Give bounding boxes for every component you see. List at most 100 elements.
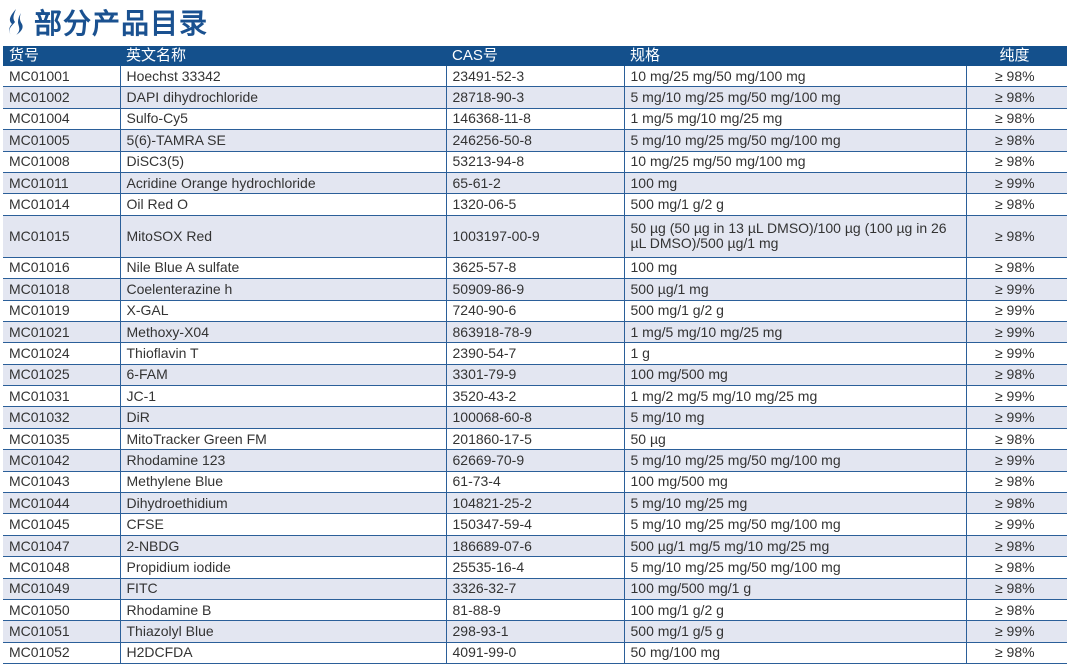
cell-purity: ≥ 98%: [965, 215, 1067, 258]
cell-specification: 10 mg/25 mg/50 mg/100 mg: [623, 151, 966, 173]
cell-catalog-no: MC01019: [3, 300, 120, 322]
cell-english-name: Methoxy-X04: [119, 321, 446, 344]
cell-english-name: FITC: [119, 578, 446, 600]
cell-catalog-no: MC01031: [3, 385, 120, 408]
cell-specification: 1 g: [623, 342, 966, 365]
cell-cas-number: 201860-17-5: [445, 428, 624, 451]
table-row: MC01031 JC-1 3520-43-2 1 mg/2 mg/5 mg/10 mg…: [3, 385, 1067, 408]
cell-purity: ≥ 99%: [965, 406, 1067, 429]
cell-specification: 5 mg/10 mg/25 mg/50 mg/100 mg: [623, 86, 966, 109]
cell-english-name: CFSE: [119, 513, 446, 536]
cell-english-name: Acridine Orange hydrochloride: [119, 172, 446, 195]
table-row: MC01005 5(6)-TAMRA SE 246256-50-8 5 mg/10 m…: [3, 129, 1067, 152]
cell-english-name: Oil Red O: [119, 193, 446, 216]
product-table: 货号 英文名称 CAS号 规格 纯度 MC01001 Hoechst 33342 2…: [3, 46, 1067, 665]
cell-catalog-no: MC01051: [3, 620, 120, 643]
cell-cas-number: 298-93-1: [445, 620, 624, 643]
cell-english-name: DiR: [119, 406, 446, 429]
cell-catalog-no: MC01014: [3, 193, 120, 216]
cell-catalog-no: MC01044: [3, 492, 120, 515]
table-row: MC01015 MitoSOX Red 1003197-00-9 50 µg (50 …: [3, 215, 1067, 258]
cell-catalog-no: MC01001: [3, 66, 120, 88]
cell-specification: 5 mg/10 mg/25 mg/50 mg/100 mg: [623, 129, 966, 152]
cell-english-name: X-GAL: [119, 300, 446, 322]
table-row: MC01024 Thioflavin T 2390-54-7 1 g ≥ 99%: [3, 342, 1067, 365]
table-row: MC01016 Nile Blue A sulfate 3625-57-8 100 m…: [3, 257, 1067, 280]
table-row: MC01014 Oil Red O 1320-06-5 500 mg/1 g/2 g ≥…: [3, 193, 1067, 216]
cell-purity: ≥ 98%: [965, 364, 1067, 387]
cell-purity: ≥ 99%: [965, 385, 1067, 408]
cell-cas-number: 7240-90-6: [445, 300, 624, 322]
page-header: 部分产品目录: [4, 2, 208, 42]
cell-specification: 500 µg/1 mg: [623, 278, 966, 301]
cell-english-name: Thioflavin T: [119, 342, 446, 365]
cell-catalog-no: MC01052: [3, 642, 120, 665]
cell-specification: 500 µg/1 mg/5 mg/10 mg/25 mg: [623, 535, 966, 558]
cell-english-name: MitoTracker Green FM: [119, 428, 446, 451]
cell-specification: 50 µg (50 µg in 13 µL DMSO)/100 µg (100 …: [623, 215, 966, 258]
cell-specification: 5 mg/10 mg: [623, 406, 966, 429]
cell-specification: 500 mg/1 g/2 g: [623, 193, 966, 216]
cell-specification: 50 mg/100 mg: [623, 642, 966, 665]
cell-english-name: DAPI dihydrochloride: [119, 86, 446, 109]
table-row: MC01052 H2DCFDA 4091-99-0 50 mg/100 mg ≥ 98%: [3, 642, 1067, 665]
cell-cas-number: 61-73-4: [445, 471, 624, 494]
cell-cas-number: 150347-59-4: [445, 513, 624, 536]
table-row: MC01051 Thiazolyl Blue 298-93-1 500 mg/1 g/…: [3, 620, 1067, 643]
cell-specification: 10 mg/25 mg/50 mg/100 mg: [623, 66, 966, 88]
cell-english-name: JC-1: [119, 385, 446, 408]
cell-purity: ≥ 98%: [965, 535, 1067, 558]
cell-purity: ≥ 98%: [965, 642, 1067, 665]
table-row: MC01048 Propidium iodide 25535-16-4 5 mg/10…: [3, 556, 1067, 579]
page-title: 部分产品目录: [34, 8, 209, 39]
cell-catalog-no: MC01048: [3, 556, 120, 579]
cell-purity: ≥ 98%: [965, 86, 1067, 109]
cell-catalog-no: MC01008: [3, 151, 120, 173]
cell-english-name: Dihydroethidium: [119, 492, 446, 515]
cell-catalog-no: MC01045: [3, 513, 120, 536]
cell-catalog-no: MC01024: [3, 342, 120, 365]
table-row: MC01045 CFSE 150347-59-4 5 mg/10 mg/25 mg/5…: [3, 513, 1067, 536]
cell-catalog-no: MC01032: [3, 406, 120, 429]
cell-specification: 100 mg: [623, 172, 966, 195]
cell-cas-number: 81-88-9: [445, 599, 624, 622]
cell-purity: ≥ 99%: [965, 321, 1067, 344]
cell-cas-number: 4091-99-0: [445, 642, 624, 665]
cell-english-name: 5(6)-TAMRA SE: [119, 129, 446, 152]
cell-english-name: Nile Blue A sulfate: [119, 257, 446, 280]
cell-catalog-no: MC01042: [3, 449, 120, 472]
cell-purity: ≥ 99%: [965, 342, 1067, 365]
cell-specification: 1 mg/2 mg/5 mg/10 mg/25 mg: [623, 385, 966, 408]
cell-specification: 100 mg/500 mg: [623, 364, 966, 387]
cell-specification: 5 mg/10 mg/25 mg/50 mg/100 mg: [623, 449, 966, 472]
cell-purity: ≥ 98%: [965, 129, 1067, 152]
cell-cas-number: 1003197-00-9: [445, 215, 624, 258]
cell-purity: ≥ 99%: [965, 300, 1067, 322]
cell-cas-number: 2390-54-7: [445, 342, 624, 365]
cell-catalog-no: MC01047: [3, 535, 120, 558]
table-row: MC01011 Acridine Orange hydrochloride 65-6…: [3, 172, 1067, 195]
table-row: MC01049 FITC 3326-32-7 100 mg/500 mg/1 g ≥ 9…: [3, 578, 1067, 600]
cell-cas-number: 62669-70-9: [445, 449, 624, 472]
cell-purity: ≥ 99%: [965, 449, 1067, 472]
table-row: MC01001 Hoechst 33342 23491-52-3 10 mg/25 m…: [3, 66, 1067, 88]
cell-catalog-no: MC01043: [3, 471, 120, 494]
cell-cas-number: 3520-43-2: [445, 385, 624, 408]
cell-english-name: Coelenterazine h: [119, 278, 446, 301]
cell-cas-number: 104821-25-2: [445, 492, 624, 515]
cell-purity: ≥ 98%: [965, 193, 1067, 216]
cell-cas-number: 100068-60-8: [445, 406, 624, 429]
table-row: MC01008 DiSC3(5) 53213-94-8 10 mg/25 mg/50 …: [3, 151, 1067, 173]
cell-specification: 1 mg/5 mg/10 mg/25 mg: [623, 108, 966, 131]
cell-cas-number: 246256-50-8: [445, 129, 624, 152]
cell-catalog-no: MC01050: [3, 599, 120, 622]
table-row: MC01044 Dihydroethidium 104821-25-2 5 mg/10…: [3, 492, 1067, 515]
header-english-name: 英文名称: [120, 46, 446, 66]
cell-english-name: Sulfo-Cy5: [119, 108, 446, 131]
cell-english-name: MitoSOX Red: [119, 215, 446, 258]
cell-catalog-no: MC01049: [3, 578, 120, 600]
table-row: MC01018 Coelenterazine h 50909-86-9 500 µg/…: [3, 278, 1067, 301]
cell-catalog-no: MC01005: [3, 129, 120, 152]
cell-specification: 50 µg: [623, 428, 966, 451]
cell-english-name: Rhodamine 123: [119, 449, 446, 472]
